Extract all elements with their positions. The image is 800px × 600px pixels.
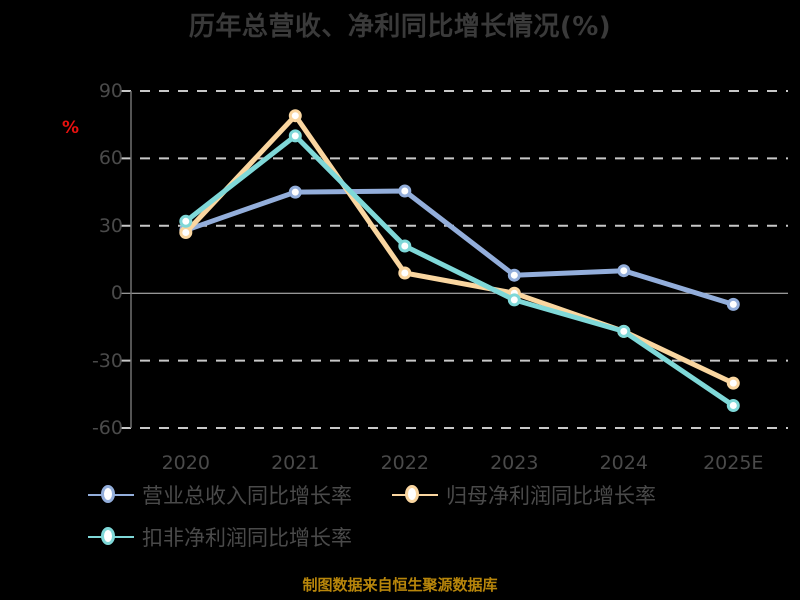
y-tick-label: 90 [98, 80, 123, 102]
data-point-marker[interactable] [398, 184, 412, 198]
legend-label: 营业总收入同比增长率 [142, 484, 352, 508]
x-tick-label: 2023 [490, 452, 539, 474]
legend-label: 扣非净利润同比增长率 [142, 526, 352, 550]
data-point-marker[interactable] [617, 324, 631, 338]
y-tick-label: 0 [110, 282, 123, 305]
data-point-marker[interactable] [726, 399, 740, 412]
legend-item[interactable]: 扣非净利润同比增长率 [88, 522, 352, 552]
legend-dot [101, 527, 115, 545]
y-axis-tick-labels: 90 60 30 0 -30 -60 [55, 0, 123, 470]
legend-item[interactable]: 营业总收入同比增长率 [88, 480, 352, 510]
data-point-marker[interactable] [507, 293, 521, 307]
data-point-marker[interactable] [288, 109, 302, 123]
chart-legend: 营业总收入同比增长率 归母净利润同比增长率扣非净利润同比增长率 [88, 480, 788, 564]
legend-dot [405, 485, 419, 503]
x-tick-label: 2025E [703, 452, 764, 474]
plot-area [121, 90, 788, 429]
x-tick-label: 2024 [599, 452, 648, 474]
legend-marker-icon [392, 484, 438, 506]
x-tick-label: 2020 [161, 452, 210, 474]
y-tick-label: -60 [91, 417, 123, 439]
data-point-marker[interactable] [507, 268, 521, 282]
legend-item[interactable]: 归母净利润同比增长率 [392, 480, 656, 510]
legend-marker-icon [88, 484, 134, 506]
series-line [183, 188, 736, 307]
series-line [183, 133, 736, 408]
data-point-marker[interactable] [398, 239, 412, 253]
data-point-marker[interactable] [179, 214, 193, 228]
data-point-marker[interactable] [726, 297, 740, 311]
y-tick-label: -30 [91, 349, 123, 372]
legend-marker-icon [88, 526, 134, 548]
line-chart-svg [121, 90, 788, 429]
chart-title: 历年总营收、净利同比增长情况(%) [188, 12, 612, 42]
data-point-marker[interactable] [179, 226, 193, 239]
footer-source-note: 制图数据来自恒生聚源数据库 [302, 576, 498, 594]
data-point-marker[interactable] [398, 266, 412, 280]
legend-label: 归母净利润同比增长率 [446, 484, 656, 508]
data-point-marker[interactable] [288, 129, 302, 143]
data-point-marker[interactable] [288, 185, 302, 199]
y-tick-label: 30 [98, 214, 123, 237]
data-point-marker[interactable] [617, 264, 631, 278]
legend-dot [101, 485, 115, 503]
x-tick-label: 2021 [271, 452, 320, 474]
series-line [183, 113, 736, 386]
x-tick-label: 2022 [380, 452, 429, 474]
y-axis-unit-label: % [62, 118, 80, 138]
data-point-marker[interactable] [726, 376, 740, 390]
y-tick-label: 60 [98, 147, 123, 170]
x-axis-tick-labels: 2020 2021 2022 2023 2024 2025E [0, 452, 800, 480]
